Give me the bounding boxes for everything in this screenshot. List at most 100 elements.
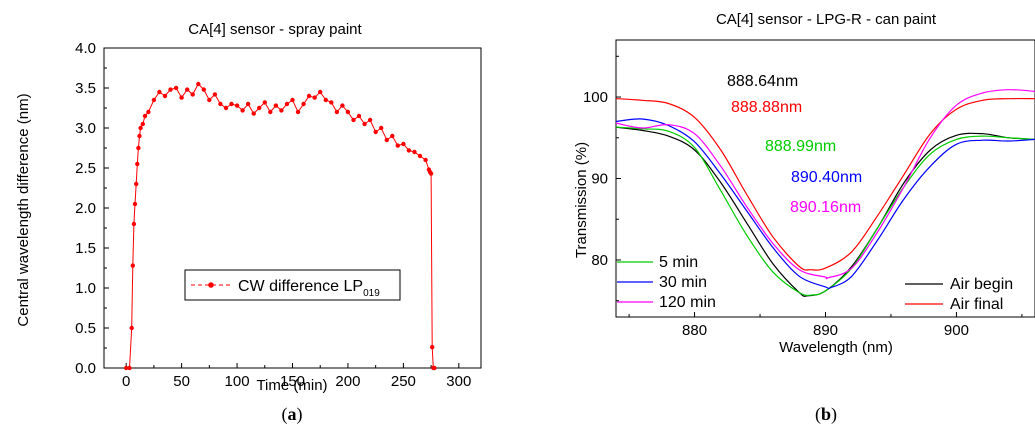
chart-b-annotation: 888.99nm [765, 138, 836, 155]
chart-a-y-tick-label: 1.0 [75, 280, 96, 297]
chart-b-legend-right: Air begin Air final [905, 276, 1013, 313]
chart-a-series [124, 81, 437, 371]
chart-a-y-tick-label: 1.5 [75, 240, 96, 257]
chart-a-y-tick-label: 4.0 [75, 40, 96, 57]
chart-a-data-point [345, 109, 351, 115]
chart-a-data-point [417, 153, 423, 159]
chart-a-data-point [137, 133, 142, 139]
chart-a-x-axis-label: Time (min) [256, 377, 327, 394]
chart-b-annotations: 888.64nm 888.88nm 888.99nm 890.40nm 890.16nm [727, 73, 862, 216]
chart-a-data-point [134, 181, 139, 187]
chart-a-y-tick-label: 0.0 [75, 360, 96, 377]
chart-a-y-tick-label: 2.5 [75, 160, 96, 177]
chart-a-data-point [329, 100, 334, 105]
chart-a-x-tick-label: 200 [335, 373, 360, 390]
chart-a-data-point [432, 365, 437, 371]
chart-a-data-point [129, 325, 134, 331]
chart-a-data-point [301, 101, 306, 107]
chart-b-x-tick-label: 890 [813, 322, 838, 339]
chart-a-data-point [162, 93, 168, 99]
chart-b-legend-left-label: 5 min [659, 254, 698, 271]
chart-a-legend-marker [208, 282, 214, 288]
chart-b-title: CA[4] sensor - LPG-R - can paint [716, 11, 937, 28]
chart-a-data-point [127, 365, 132, 371]
chart-a-series-line [126, 83, 435, 369]
chart-a-data-point [306, 93, 312, 99]
chart-a-legend: CW difference LP019 [184, 269, 401, 301]
chart-a-data-point [379, 125, 384, 131]
chart-a-data-point [268, 109, 273, 115]
chart-b-x-axis-label: Wavelength (nm) [779, 339, 893, 356]
chart-a-data-point [131, 221, 137, 227]
chart-a-data-point [406, 148, 412, 153]
chart-a: CA[4] sensor - spray paint 0 50 100 150 200 2… [15, 21, 482, 425]
chart-a-x-tick-label: 300 [446, 373, 471, 390]
chart-a-data-point [138, 125, 143, 131]
chart-a-data-point [312, 95, 317, 100]
chart-a-data-point [130, 263, 135, 268]
chart-b-legend-left-label: 120 min [659, 294, 716, 311]
chart-a-data-point [251, 111, 256, 116]
chart-a-data-point [207, 97, 212, 103]
chart-a-x-tick-label: 50 [173, 373, 190, 390]
chart-a-ticks: 0 50 100 150 200 250 300 0.0 0.5 1.0 1.5 2.0 2.5 3.0 3… [75, 40, 471, 390]
chart-a-data-point [168, 87, 173, 92]
chart-b-annotation: 890.16nm [790, 199, 861, 216]
chart-b-series-30-min [616, 118, 1035, 290]
chart-b: CA[4] sensor - LPG-R - can paint 880 890 9… [573, 11, 1035, 425]
chart-a-data-point [132, 201, 138, 207]
chart-b-series [616, 89, 1035, 297]
chart-a-data-point [212, 92, 218, 97]
chart-a-data-point [340, 103, 345, 108]
chart-a-data-point [395, 143, 400, 148]
chart-a-y-axis-label: Central wavelength difference (nm) [15, 93, 32, 326]
chart-a-y-tick-label: 3.0 [75, 120, 96, 137]
chart-b-y-tick-label: 80 [591, 252, 608, 269]
chart-a-y-tick-label: 3.5 [75, 80, 96, 97]
chart-a-data-point [295, 109, 301, 115]
chart-a-data-point [323, 97, 328, 103]
chart-a-data-point [245, 101, 251, 107]
chart-a-legend-label: CW difference LP019 [238, 278, 380, 299]
chart-a-title: CA[4] sensor - spray paint [188, 21, 362, 38]
chart-a-data-point [140, 121, 145, 127]
chart-b-legend-right-label: Air final [950, 296, 1003, 313]
chart-a-data-point [151, 97, 157, 103]
chart-a-data-point [334, 109, 340, 115]
chart-a-data-point [223, 105, 229, 111]
chart-a-data-point [273, 103, 279, 108]
panel-a-label: (a) [282, 404, 303, 425]
chart-b-legend-left-label: 30 min [659, 274, 707, 291]
chart-a-data-point [279, 108, 284, 113]
chart-b-annotation: 890.40nm [791, 169, 862, 186]
chart-a-plot-area [103, 47, 482, 369]
chart-a-x-tick-label: 100 [225, 373, 250, 390]
chart-a-data-point [240, 108, 245, 113]
chart-a-x-tick-label: 0 [122, 373, 130, 390]
chart-a-data-point [384, 137, 389, 143]
chart-a-y-tick-label: 0.5 [75, 320, 96, 337]
chart-a-data-point [136, 145, 141, 151]
chart-b-ticks: 880 890 900 80 90 100 [583, 55, 1023, 339]
chart-a-data-point [157, 89, 162, 95]
chart-b-series-120-min [616, 89, 1035, 280]
chart-a-data-point [423, 157, 428, 163]
chart-a-data-point [390, 133, 395, 139]
chart-a-data-point [401, 141, 406, 147]
chart-a-data-point [367, 117, 373, 123]
chart-b-series-5-min [616, 126, 1035, 296]
chart-a-data-point [173, 85, 179, 91]
chart-a-data-point [196, 81, 201, 87]
chart-a-data-point [146, 109, 151, 115]
chart-a-data-point [185, 87, 190, 92]
chart-b-x-tick-label: 900 [944, 322, 969, 339]
chart-a-data-point [430, 345, 435, 350]
chart-a-data-point [124, 365, 129, 371]
chart-a-data-point [190, 92, 195, 97]
chart-a-data-point [218, 101, 223, 107]
chart-a-data-point [201, 87, 206, 92]
chart-a-x-tick-label: 150 [280, 373, 305, 390]
chart-a-data-point [412, 149, 417, 155]
chart-a-data-point [290, 97, 295, 103]
